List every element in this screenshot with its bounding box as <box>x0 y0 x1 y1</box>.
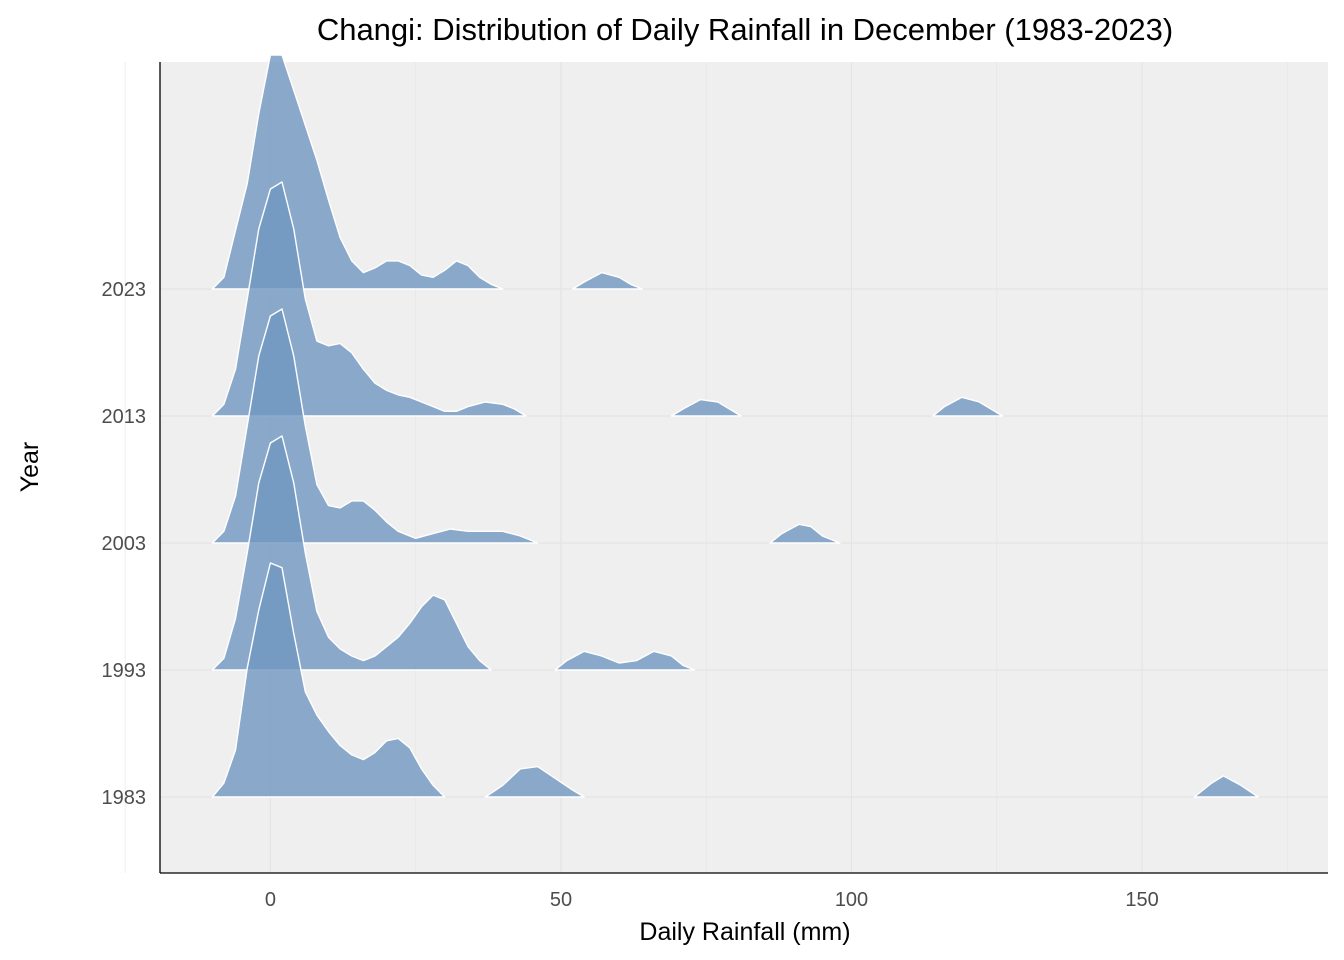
x-tick-label: 100 <box>835 889 868 911</box>
y-tick-label: 1993 <box>102 660 147 682</box>
y-tick-label: 2003 <box>102 533 147 555</box>
ridges <box>211 54 1259 798</box>
y-tick-label: 2013 <box>102 406 147 428</box>
density-bump-2013 <box>670 398 742 417</box>
grid-lines <box>124 62 1328 873</box>
y-tick-label: 2023 <box>102 279 147 301</box>
density-bump-1983 <box>484 765 585 798</box>
plot-panel <box>160 62 1328 873</box>
density-bump-1993 <box>554 650 696 671</box>
x-tick-label: 0 <box>265 889 276 911</box>
density-bump-2013 <box>932 396 1004 417</box>
y-axis-title: Year <box>16 442 44 493</box>
x-axis-title: Daily Rainfall (mm) <box>639 918 850 946</box>
axes <box>159 62 1328 874</box>
tick-labels: 0 50 100 150 1983 1993 2003 2013 2023 <box>102 279 1159 911</box>
density-bump-2003 <box>769 523 841 544</box>
density-bump-2023 <box>571 271 643 290</box>
x-tick-label: 150 <box>1125 889 1158 911</box>
y-tick-label: 1983 <box>102 787 147 809</box>
ridge-1983 <box>211 562 1259 798</box>
x-tick-label: 50 <box>550 889 572 911</box>
density-ridge-1983 <box>211 562 446 798</box>
density-bump-1983 <box>1193 775 1259 798</box>
chart-title: Changi: Distribution of Daily Rainfall i… <box>317 12 1173 47</box>
